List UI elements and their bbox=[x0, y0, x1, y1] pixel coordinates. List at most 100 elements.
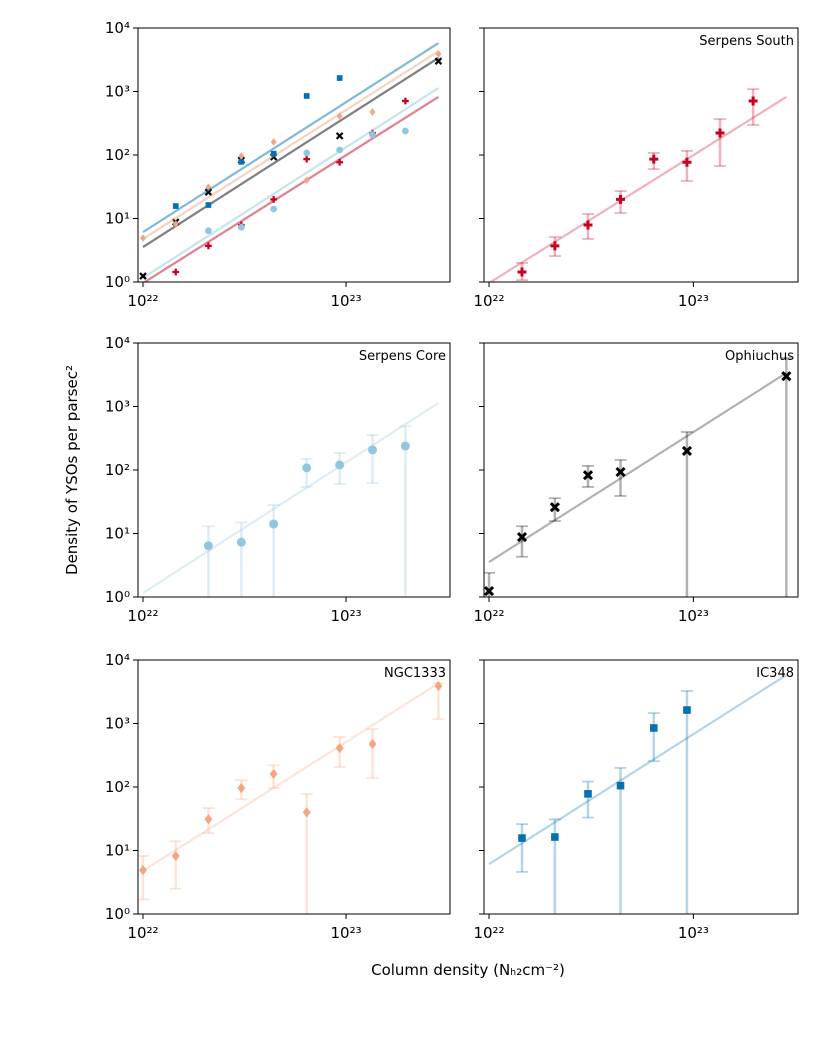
y-tick-label: 10³ bbox=[105, 83, 130, 101]
y-tick-label: 10⁴ bbox=[105, 19, 130, 37]
data-point bbox=[402, 127, 409, 135]
data-point bbox=[205, 202, 212, 208]
data-point bbox=[269, 769, 278, 780]
data-point bbox=[649, 724, 658, 732]
fit-line bbox=[488, 371, 787, 563]
data-point bbox=[584, 790, 592, 798]
data-point bbox=[172, 268, 180, 276]
data-point bbox=[551, 833, 559, 841]
data-point bbox=[649, 154, 659, 164]
y-tick-label: 10⁴ bbox=[105, 651, 130, 669]
data-point bbox=[400, 441, 410, 451]
data-point bbox=[205, 227, 212, 235]
plot-area bbox=[488, 674, 787, 914]
plot-area bbox=[484, 357, 793, 597]
data-point bbox=[303, 155, 311, 163]
data-point bbox=[303, 149, 311, 157]
panel-frame bbox=[137, 659, 451, 915]
fit-line bbox=[142, 402, 440, 594]
plot-area bbox=[490, 88, 787, 282]
data-point bbox=[516, 531, 528, 543]
data-point bbox=[681, 445, 693, 456]
data-point bbox=[616, 194, 626, 204]
data-point bbox=[434, 57, 443, 65]
data-point bbox=[237, 223, 245, 231]
data-point bbox=[335, 743, 344, 754]
y-tick-label: 10² bbox=[105, 778, 130, 796]
x-tick-label: 10²² bbox=[127, 607, 158, 625]
x-tick-label: 10²³ bbox=[330, 292, 361, 310]
data-point bbox=[171, 850, 180, 861]
data-point bbox=[270, 138, 277, 146]
y-tick-label: 10⁴ bbox=[105, 334, 130, 352]
data-point bbox=[368, 739, 377, 750]
data-point bbox=[616, 781, 625, 790]
data-point bbox=[172, 203, 179, 209]
y-tick-label: 10³ bbox=[105, 398, 130, 416]
y-tick-label: 10³ bbox=[105, 715, 130, 733]
data-point bbox=[335, 132, 344, 140]
y-tick-label: 10⁰ bbox=[105, 905, 130, 923]
x-tick-label: 10²² bbox=[473, 924, 504, 942]
data-point bbox=[238, 159, 245, 165]
data-point bbox=[336, 146, 344, 154]
panel-label: Ophiuchus bbox=[725, 349, 794, 364]
x-tick-label: 10²² bbox=[473, 607, 504, 625]
panel-label: Serpens Core bbox=[359, 349, 446, 364]
panel-label: IC348 bbox=[756, 666, 794, 681]
x-tick-label: 10²³ bbox=[330, 607, 361, 625]
x-tick-label: 10²³ bbox=[678, 292, 709, 310]
data-point bbox=[139, 234, 146, 242]
data-point bbox=[682, 157, 692, 167]
panel-frame bbox=[483, 342, 799, 598]
fit-line bbox=[142, 50, 440, 240]
data-point bbox=[402, 97, 409, 105]
fit-line bbox=[144, 96, 440, 282]
data-point bbox=[172, 220, 179, 228]
data-point bbox=[435, 50, 442, 58]
panel-frame bbox=[483, 27, 799, 283]
data-point bbox=[204, 814, 213, 825]
y-tick-label: 10² bbox=[105, 461, 130, 479]
fit-line bbox=[490, 96, 787, 282]
data-point bbox=[369, 108, 376, 116]
x-tick-label: 10²³ bbox=[330, 924, 361, 942]
panel-label: NGC1333 bbox=[384, 666, 446, 681]
data-point bbox=[336, 75, 343, 81]
data-point bbox=[748, 96, 758, 106]
data-point bbox=[237, 783, 246, 794]
data-point bbox=[270, 196, 278, 203]
panel-label: Serpens South bbox=[699, 34, 794, 49]
panel-frame bbox=[137, 342, 451, 598]
data-point bbox=[335, 460, 345, 470]
data-point bbox=[781, 371, 792, 382]
data-point bbox=[583, 220, 593, 230]
data-point bbox=[336, 158, 344, 166]
x-tick-label: 10²² bbox=[127, 924, 158, 942]
plot-area bbox=[138, 680, 445, 914]
data-point bbox=[139, 272, 147, 280]
data-point bbox=[303, 93, 310, 99]
data-point bbox=[517, 267, 527, 277]
data-point bbox=[270, 205, 278, 213]
fit-line bbox=[142, 682, 440, 872]
y-tick-label: 10⁰ bbox=[105, 273, 130, 291]
data-point bbox=[615, 466, 626, 478]
data-point bbox=[683, 706, 691, 714]
data-point bbox=[549, 502, 560, 513]
plot-area bbox=[139, 42, 443, 282]
y-tick-label: 10¹ bbox=[105, 525, 130, 543]
data-point bbox=[203, 541, 213, 551]
data-point bbox=[369, 131, 376, 139]
data-point bbox=[236, 537, 246, 547]
y-tick-label: 10² bbox=[105, 146, 130, 164]
data-point bbox=[138, 865, 147, 876]
fit-line bbox=[142, 42, 440, 234]
x-tick-label: 10²³ bbox=[678, 607, 709, 625]
data-point bbox=[238, 152, 245, 160]
data-point bbox=[269, 519, 279, 529]
fit-line bbox=[488, 674, 787, 866]
data-point bbox=[205, 242, 212, 250]
x-tick-label: 10²³ bbox=[678, 924, 709, 942]
